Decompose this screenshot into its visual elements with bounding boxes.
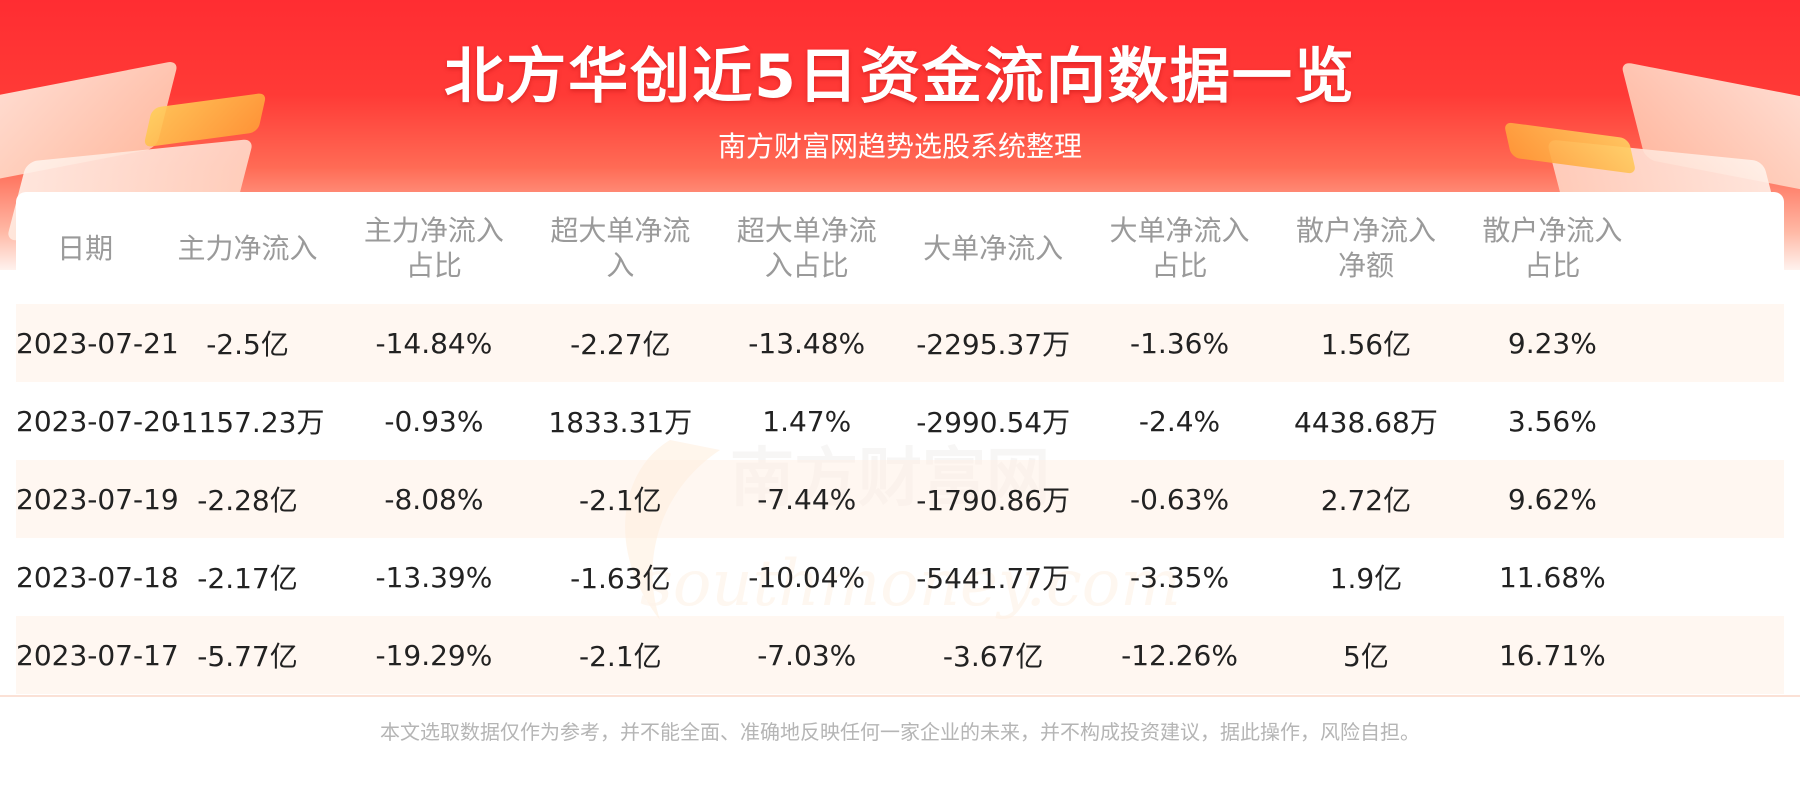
value-cell: -14.84% [340,304,528,382]
date-cell: 2023-07-17 [16,616,179,694]
value-cell: -1790.86万 [899,460,1087,538]
table-row: 2023-07-21 -2.5亿 -14.84% -2.27亿 -13.48% -2295… [16,304,1784,382]
value-cell: -2.5亿 [154,304,341,382]
value-cell: -2.1亿 [527,616,714,694]
header-spacer [1646,192,1784,304]
column-header: 大单净流入 占比 [1086,192,1272,304]
value-cell: 5亿 [1272,616,1460,694]
column-header-line: 入 [606,249,635,282]
value-cell: -2.4% [1086,382,1273,460]
value-cell: -8.08% [340,460,528,538]
disclaimer-text: 本文选取数据仅作为参考，并不能全面、准确地反映任何一家企业的未来，并不构成投资建… [380,720,1420,744]
column-header: 散户净流入 净额 [1273,192,1459,304]
value-cell: 3.56% [1459,382,1646,460]
value-cell: -0.63% [1086,460,1273,538]
column-header-line: 占比 [405,249,462,282]
value-cell: 1833.31万 [527,382,714,460]
value-cell: -3.35% [1086,538,1273,616]
row-spacer [1645,538,1784,616]
value-cell: -5441.77万 [899,538,1087,616]
date-cell: 2023-07-21 [16,304,179,382]
row-spacer [1645,616,1784,694]
column-header-line: 主力净流入 [177,231,318,265]
column-header-line: 净额 [1337,249,1394,282]
row-spacer [1645,382,1784,460]
column-header-line: 占比 [1151,249,1208,282]
row-spacer [1645,304,1784,382]
column-header: 超大单净流 入占比 [714,192,900,304]
value-cell: -2.17亿 [154,538,341,616]
column-header-line: 超大单净流 [736,214,877,247]
value-cell: -13.39% [340,538,528,616]
column-header-line: 大单净流入 [1109,214,1250,247]
value-cell: -1157.23万 [154,382,341,460]
value-cell: -1.36% [1086,304,1273,382]
value-cell: -2.28亿 [154,460,341,538]
column-header: 散户净流入 占比 [1459,192,1645,304]
page-subtitle: 南方财富网趋势选股系统整理 [717,130,1082,163]
column-header: 主力净流入 [154,192,340,304]
value-cell: -2990.54万 [899,382,1087,460]
value-cell: 2.72亿 [1272,460,1460,538]
value-cell: -13.48% [713,304,900,382]
column-header-line: 超大单净流 [550,214,691,247]
table-row: 2023-07-18 -2.17亿 -13.39% -1.63亿 -10.04% -544… [16,538,1784,616]
value-cell: 1.56亿 [1272,304,1460,382]
value-cell: 1.9亿 [1272,538,1460,616]
value-cell: 16.71% [1459,616,1646,694]
value-cell: 9.62% [1459,460,1646,538]
value-cell: -19.29% [340,616,528,694]
value-cell: 11.68% [1459,538,1646,616]
value-cell: -3.67亿 [899,616,1087,694]
column-header-line: 散户净流入 [1295,214,1436,247]
value-cell: -2.1亿 [527,460,714,538]
table-row: 2023-07-17 -5.77亿 -19.29% -2.1亿 -7.03% -3.67亿… [16,616,1784,694]
column-header: 大单净流入 [900,192,1086,304]
column-header-line: 入占比 [764,249,849,282]
column-header: 日期 [16,192,154,304]
value-cell: -12.26% [1086,616,1273,694]
value-cell: -7.03% [713,616,900,694]
date-cell: 2023-07-19 [16,460,179,538]
column-header-line: 大单净流入 [923,231,1064,265]
value-cell: -0.93% [340,382,528,460]
column-header: 主力净流入 占比 [341,192,527,304]
value-cell: -10.04% [713,538,900,616]
value-cell: -2295.37万 [899,304,1087,382]
value-cell: -2.27亿 [527,304,714,382]
value-cell: 4438.68万 [1272,382,1460,460]
value-cell: -5.77亿 [154,616,341,694]
column-header-line: 主力净流入 [363,214,504,247]
footer-divider [0,695,1800,697]
date-cell: 2023-07-20 [16,382,179,460]
value-cell: 9.23% [1459,304,1646,382]
table-header-row: 日期 主力净流入 主力净流入 占比 超大单净流入超大单净流 入占比 大单净流入 大单净流入 占比… [16,192,1784,304]
fund-flow-table: 日期 主力净流入 主力净流入 占比 超大单净流入超大单净流 入占比 大单净流入 大单净流入 占比… [16,192,1784,694]
column-header-line: 占比 [1524,249,1581,282]
column-header-line: 日期 [57,231,114,265]
value-cell: -7.44% [713,460,900,538]
value-cell: -1.63亿 [527,538,714,616]
column-header: 超大单净流入 [527,192,713,304]
table-row: 2023-07-19 -2.28亿 -8.08% -2.1亿 -7.44% -1790.8… [16,460,1784,538]
page-title: 北方华创近5日资金流向数据一览 [444,42,1356,112]
row-spacer [1645,460,1784,538]
value-cell: 1.47% [713,382,900,460]
table-row: 2023-07-20 -1157.23万 -0.93% 1833.31万 1.47% -2… [16,382,1784,460]
column-header-line: 散户净流入 [1482,214,1623,247]
date-cell: 2023-07-18 [16,538,179,616]
